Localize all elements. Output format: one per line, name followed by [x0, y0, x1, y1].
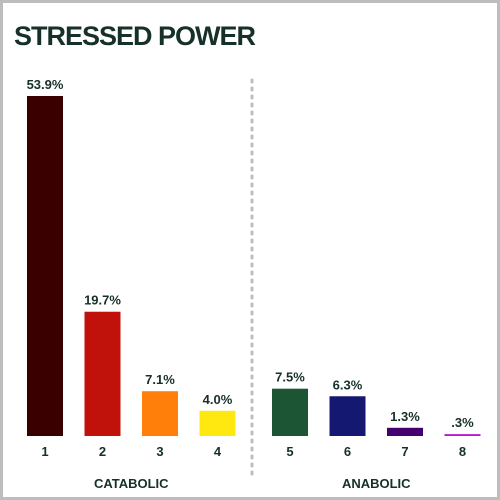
chart: STRESSED POWER 53.9% 1 19.7% 2 7.1% 3 4.0% 4 CAT…: [14, 21, 481, 491]
bar: [329, 396, 366, 436]
x-tick-label: 4: [214, 444, 222, 459]
group-label: CATABOLIC: [94, 476, 169, 491]
value-label: 53.9%: [27, 77, 64, 92]
bar: [387, 427, 423, 436]
x-tick-label: 8: [459, 444, 466, 459]
bar: [84, 311, 121, 436]
x-tick-label: 1: [41, 444, 48, 459]
bar: [142, 391, 178, 436]
group-label: ANABOLIC: [342, 476, 411, 491]
bar: [199, 410, 236, 436]
bar: [444, 434, 481, 436]
value-label: 7.5%: [275, 370, 305, 385]
x-tick-label: 7: [401, 444, 408, 459]
value-label: 4.0%: [203, 392, 233, 407]
bar: [272, 388, 308, 436]
value-label: 19.7%: [84, 293, 121, 308]
x-tick-label: 3: [156, 444, 163, 459]
bar: [27, 96, 63, 436]
x-tick-label: 6: [344, 444, 351, 459]
value-label: 7.1%: [145, 372, 175, 387]
chart-title: STRESSED POWER: [14, 21, 256, 51]
value-label: 6.3%: [333, 377, 363, 392]
x-tick-label: 2: [99, 444, 106, 459]
x-tick-label: 5: [286, 444, 293, 459]
value-label: 1.3%: [390, 409, 420, 424]
value-label: .3%: [451, 415, 474, 430]
